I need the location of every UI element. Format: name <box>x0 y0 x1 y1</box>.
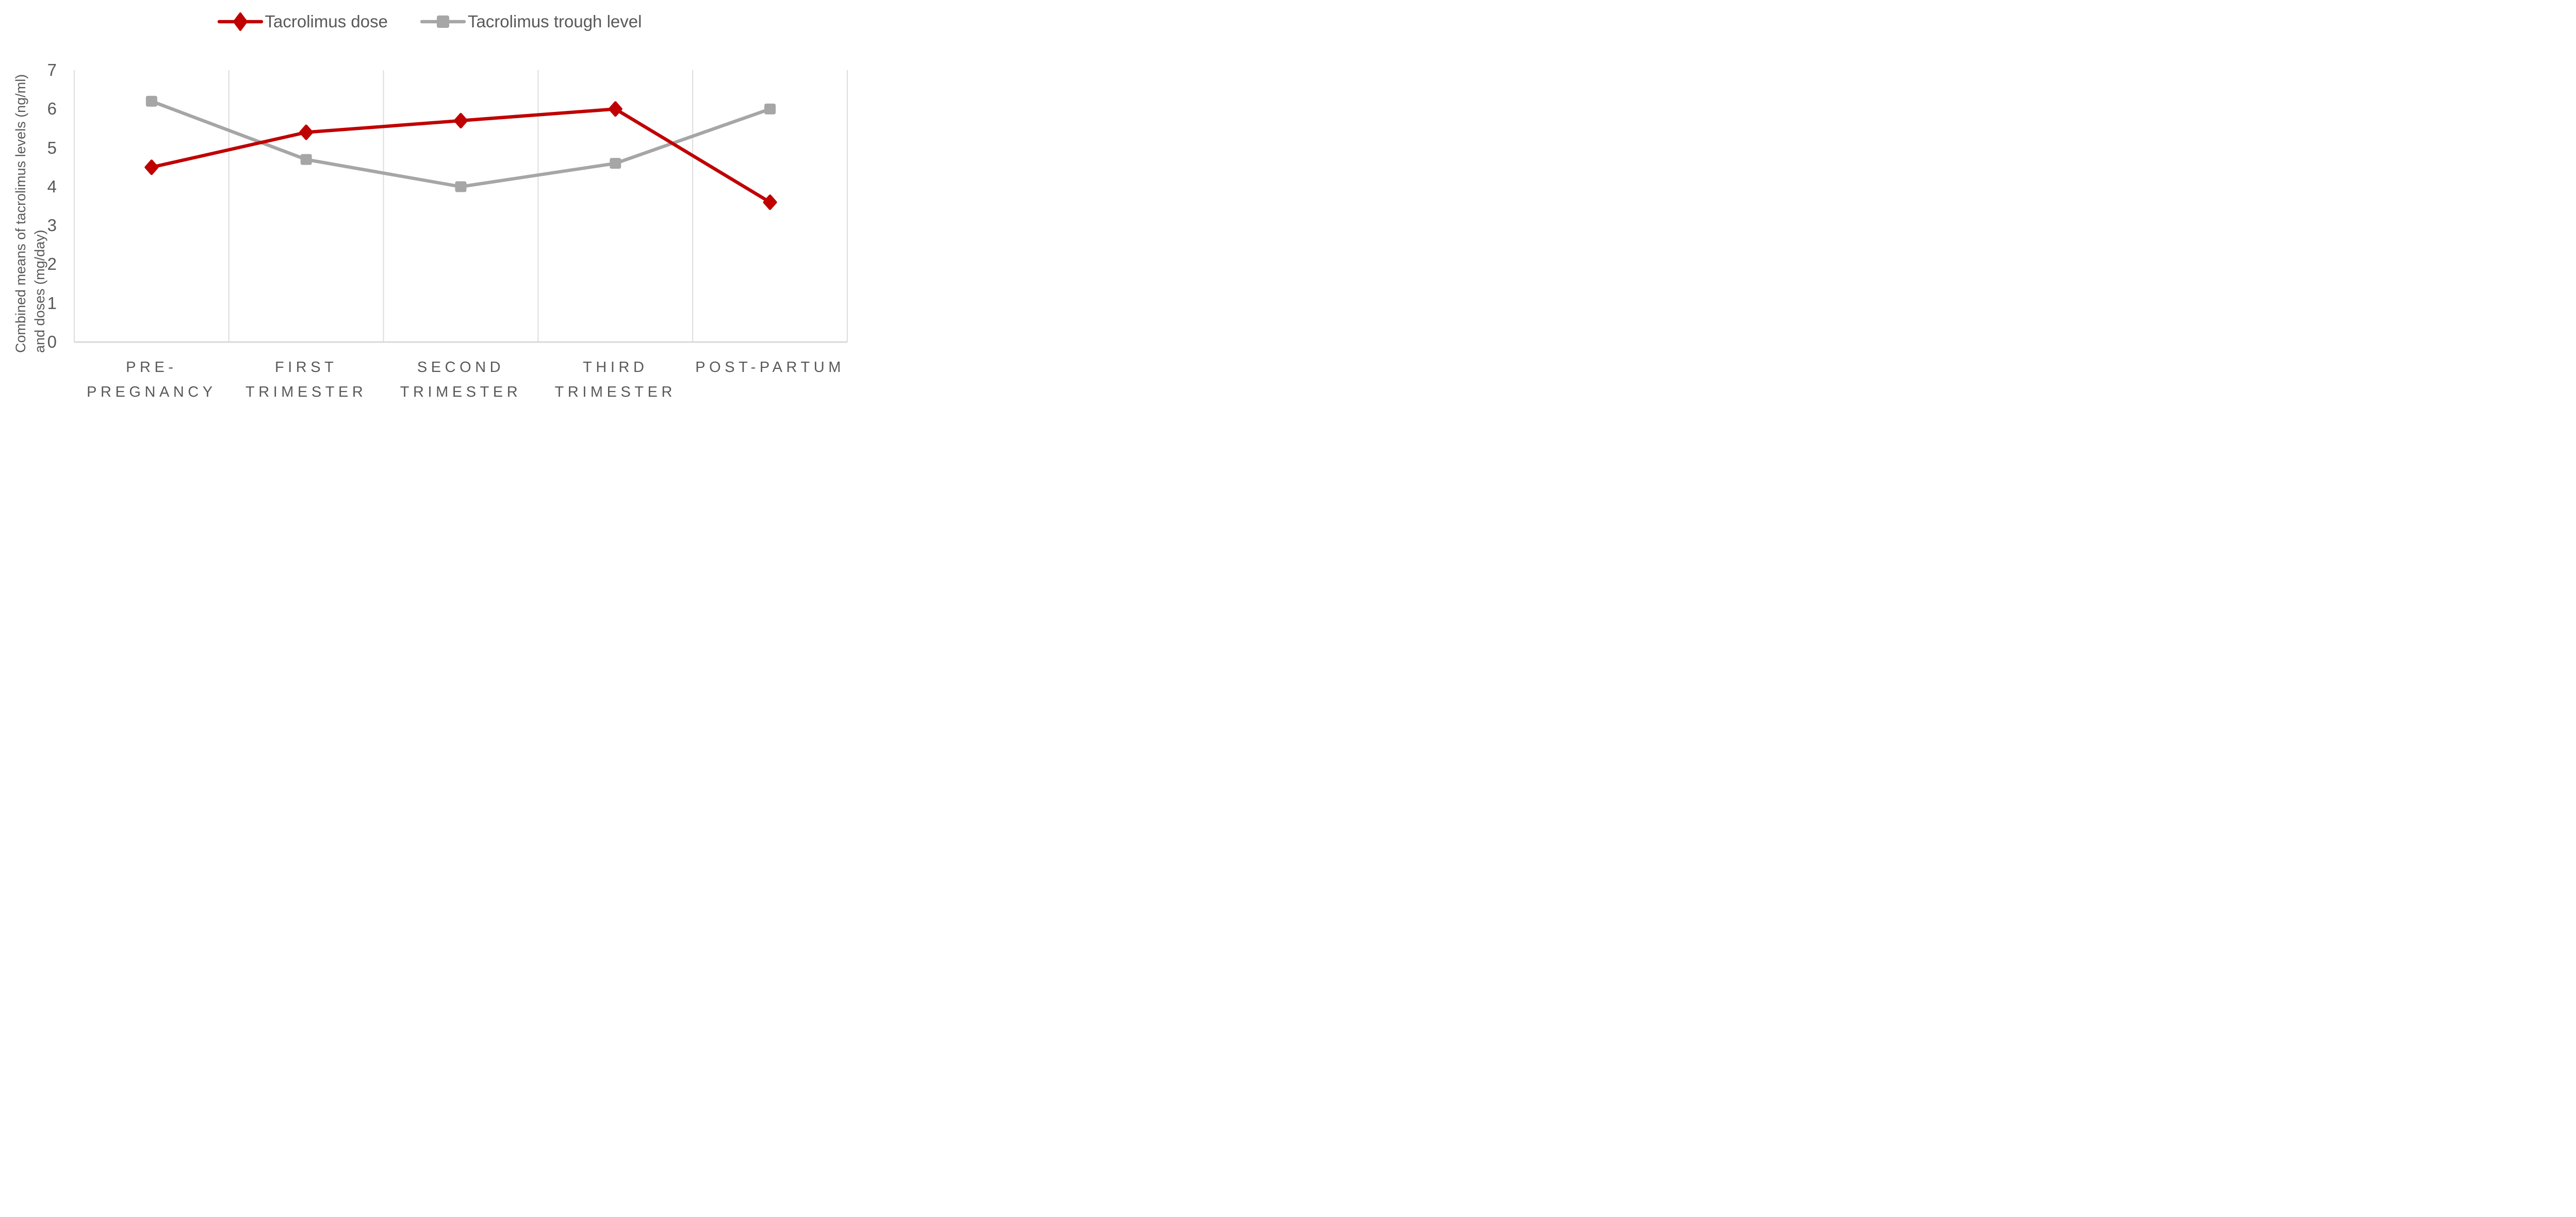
y-tick-label: 7 <box>47 60 57 79</box>
x-category-label: POST-PARTUM <box>695 359 845 376</box>
legend-label: Tacrolimus trough level <box>467 12 642 31</box>
y-tick-label: 4 <box>47 176 57 196</box>
data-point-square-tacrolimus-trough-level <box>764 103 776 115</box>
data-point-diamond-tacrolimus-dose <box>763 194 777 210</box>
data-point-square-tacrolimus-trough-level <box>145 95 157 107</box>
y-tick-label: 5 <box>47 138 57 157</box>
y-tick-label: 6 <box>47 99 57 119</box>
y-tick-label: 3 <box>47 216 57 235</box>
data-point-diamond-tacrolimus-dose <box>299 124 314 140</box>
data-point-square-tacrolimus-trough-level <box>610 158 621 169</box>
x-category-label: FIRST TRIMESTER <box>245 359 367 400</box>
legend-diamond-shape <box>233 12 248 31</box>
data-point-square-tacrolimus-trough-level <box>455 181 467 192</box>
y-tick-label: 0 <box>47 332 57 351</box>
plot-area <box>74 70 848 343</box>
data-point-square-tacrolimus-trough-level <box>300 154 312 165</box>
x-category-label: THIRD TRIMESTER <box>554 359 676 400</box>
legend-item-tacrolimus-dose: Tacrolimus dose <box>217 10 388 33</box>
data-point-diamond-tacrolimus-dose <box>608 101 622 117</box>
data-point-diamond-tacrolimus-dose <box>454 112 468 128</box>
y-tick-label: 2 <box>47 254 57 274</box>
legend-diamond-icon <box>217 12 263 31</box>
x-category-label: SECOND TRIMESTER <box>400 359 522 400</box>
chart-canvas: Tacrolimus dose Tacrolimus trough level C… <box>0 0 859 405</box>
data-point-diamond-tacrolimus-dose <box>144 159 159 175</box>
legend-square-icon <box>420 15 466 28</box>
legend-square-shape <box>436 15 449 28</box>
y-tick-label: 1 <box>47 293 57 313</box>
legend-label: Tacrolimus dose <box>265 12 388 31</box>
x-category-label: PRE-PREGNANCY <box>87 359 217 400</box>
chart-legend: Tacrolimus dose Tacrolimus trough level <box>0 10 859 33</box>
legend-item-tacrolimus-trough-level: Tacrolimus trough level <box>420 10 642 33</box>
